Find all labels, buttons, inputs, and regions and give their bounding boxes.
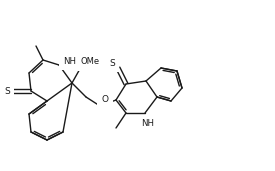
Text: NH: NH <box>64 56 76 65</box>
Text: O: O <box>101 95 109 104</box>
Text: NH: NH <box>142 120 155 128</box>
Text: S: S <box>109 58 115 68</box>
Text: S: S <box>4 87 10 95</box>
Text: OMe: OMe <box>80 57 100 67</box>
